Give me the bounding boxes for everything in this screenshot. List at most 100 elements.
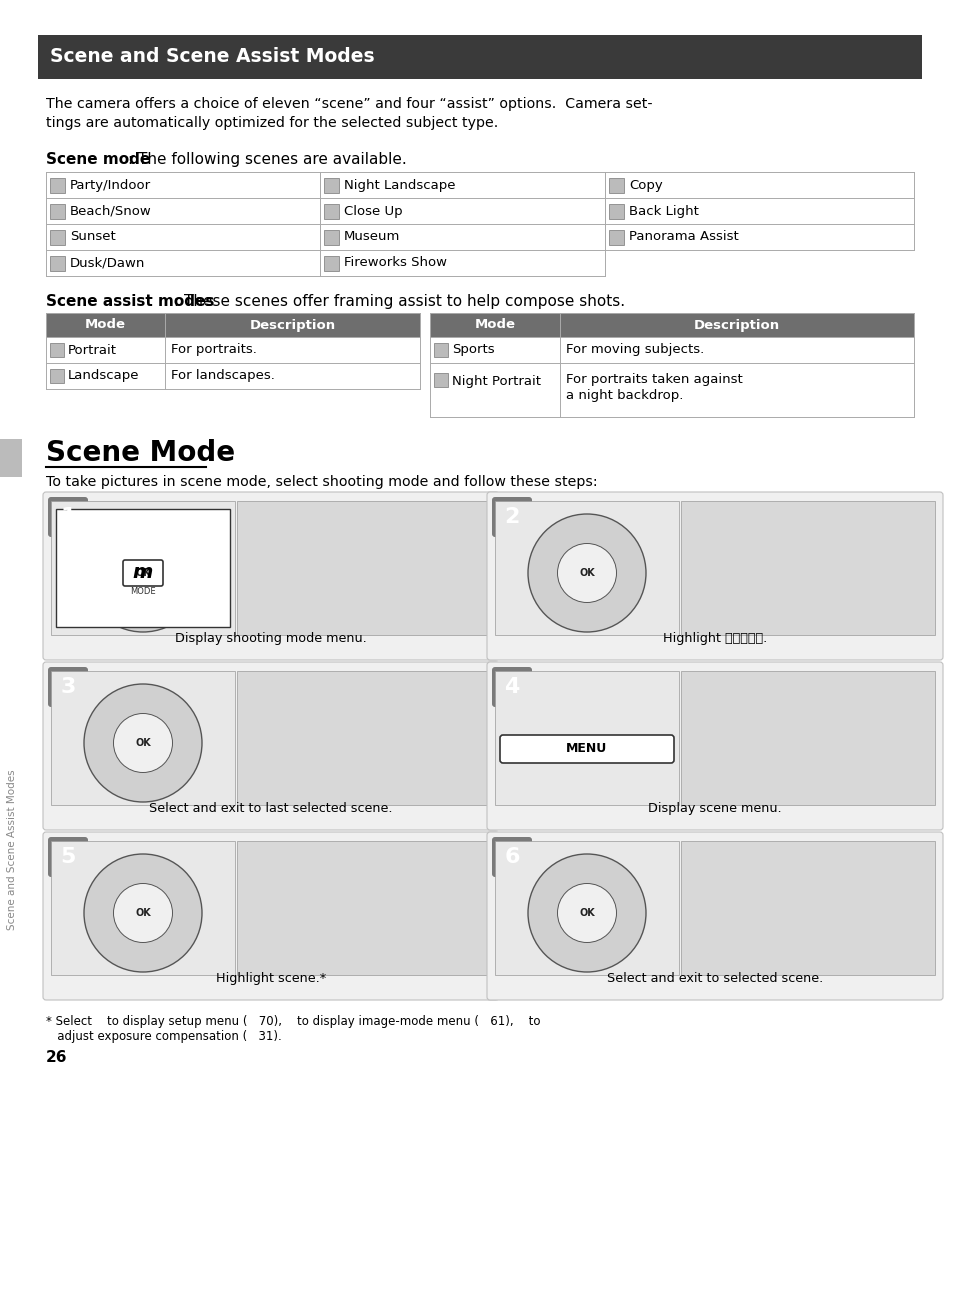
Bar bbox=[51, 671, 234, 805]
Circle shape bbox=[113, 883, 172, 942]
Bar bbox=[608, 230, 623, 244]
FancyBboxPatch shape bbox=[123, 560, 163, 586]
Bar bbox=[680, 671, 934, 805]
Text: Scene Mode: Scene Mode bbox=[46, 439, 234, 466]
Bar bbox=[236, 841, 491, 975]
Text: Highlight ⓢⓔⓒⓓⓔ.: Highlight ⓢⓔⓒⓓⓔ. bbox=[662, 632, 766, 645]
Bar bbox=[608, 204, 623, 218]
FancyBboxPatch shape bbox=[43, 662, 498, 830]
Text: Copy: Copy bbox=[628, 179, 662, 192]
Text: : These scenes offer framing assist to help compose shots.: : These scenes offer framing assist to h… bbox=[173, 294, 624, 309]
Text: Landscape: Landscape bbox=[68, 369, 139, 382]
Text: Back Light: Back Light bbox=[628, 205, 699, 218]
Bar bbox=[434, 343, 448, 357]
Text: Mode: Mode bbox=[474, 318, 515, 331]
Bar bbox=[51, 501, 234, 635]
FancyBboxPatch shape bbox=[499, 735, 673, 763]
Text: Description: Description bbox=[693, 318, 780, 331]
Text: Sunset: Sunset bbox=[70, 230, 115, 243]
Text: OK: OK bbox=[578, 908, 595, 918]
Circle shape bbox=[557, 883, 616, 942]
Text: Museum: Museum bbox=[344, 230, 400, 243]
Text: The camera offers a choice of eleven “scene” and four “assist” options.  Camera : The camera offers a choice of eleven “sc… bbox=[46, 97, 652, 110]
Bar bbox=[56, 509, 230, 627]
Text: Select and exit to last selected scene.: Select and exit to last selected scene. bbox=[149, 802, 393, 815]
Bar bbox=[0, 439, 22, 477]
Bar bbox=[680, 501, 934, 635]
Bar bbox=[50, 369, 64, 382]
Bar bbox=[50, 204, 65, 218]
Text: * Select    to display setup menu (   70),    to display image-mode menu (   61): * Select to display setup menu ( 70), to… bbox=[46, 1014, 540, 1028]
Text: For landscapes.: For landscapes. bbox=[171, 369, 274, 382]
Text: Scene and Scene Assist Modes: Scene and Scene Assist Modes bbox=[50, 47, 375, 67]
Text: Night Portrait: Night Portrait bbox=[452, 374, 540, 388]
Text: 4: 4 bbox=[504, 677, 519, 696]
Bar bbox=[236, 501, 491, 635]
Text: OK: OK bbox=[135, 738, 151, 748]
Text: tings are automatically optimized for the selected subject type.: tings are automatically optimized for th… bbox=[46, 116, 497, 130]
Text: Scene mode: Scene mode bbox=[46, 152, 150, 167]
Text: OK: OK bbox=[578, 568, 595, 578]
FancyBboxPatch shape bbox=[48, 497, 88, 537]
Text: OK: OK bbox=[135, 908, 151, 918]
Circle shape bbox=[113, 714, 172, 773]
FancyBboxPatch shape bbox=[43, 832, 498, 1000]
Text: OK: OK bbox=[135, 568, 151, 578]
Text: 26: 26 bbox=[46, 1050, 68, 1066]
Bar bbox=[236, 671, 491, 805]
Text: Display shooting mode menu.: Display shooting mode menu. bbox=[175, 632, 367, 645]
Text: MODE: MODE bbox=[130, 587, 155, 597]
Circle shape bbox=[84, 685, 202, 802]
Bar bbox=[50, 343, 64, 357]
Text: Description: Description bbox=[249, 318, 335, 331]
FancyBboxPatch shape bbox=[48, 668, 88, 707]
Text: 2: 2 bbox=[504, 507, 519, 527]
Circle shape bbox=[557, 544, 616, 603]
Bar bbox=[324, 177, 338, 192]
Text: a night backdrop.: a night backdrop. bbox=[565, 389, 682, 402]
Bar bbox=[495, 671, 679, 805]
FancyBboxPatch shape bbox=[486, 832, 942, 1000]
FancyBboxPatch shape bbox=[43, 491, 498, 660]
Text: Mode: Mode bbox=[85, 318, 126, 331]
Bar bbox=[495, 841, 679, 975]
Bar bbox=[324, 230, 338, 244]
Text: Scene and Scene Assist Modes: Scene and Scene Assist Modes bbox=[7, 770, 17, 930]
FancyBboxPatch shape bbox=[48, 837, 88, 876]
Bar bbox=[46, 313, 419, 336]
Text: Night Landscape: Night Landscape bbox=[344, 179, 455, 192]
Bar bbox=[324, 204, 338, 218]
Text: Select and exit to selected scene.: Select and exit to selected scene. bbox=[606, 972, 822, 986]
Bar bbox=[50, 255, 65, 271]
Text: Dusk/Dawn: Dusk/Dawn bbox=[70, 256, 145, 269]
FancyBboxPatch shape bbox=[492, 497, 532, 537]
Text: Fireworks Show: Fireworks Show bbox=[344, 256, 447, 269]
Bar bbox=[434, 373, 448, 388]
Text: Close Up: Close Up bbox=[344, 205, 402, 218]
Bar bbox=[495, 501, 679, 635]
Text: MENU: MENU bbox=[566, 742, 607, 756]
Text: Highlight scene.*: Highlight scene.* bbox=[215, 972, 326, 986]
Text: 1: 1 bbox=[60, 507, 75, 527]
FancyBboxPatch shape bbox=[492, 837, 532, 876]
Bar bbox=[608, 177, 623, 192]
Text: Party/Indoor: Party/Indoor bbox=[70, 179, 151, 192]
Bar bbox=[50, 230, 65, 244]
Text: adjust exposure compensation (   31).: adjust exposure compensation ( 31). bbox=[46, 1030, 281, 1043]
Text: Sports: Sports bbox=[452, 343, 494, 356]
FancyBboxPatch shape bbox=[492, 668, 532, 707]
Text: Display scene menu.: Display scene menu. bbox=[647, 802, 781, 815]
Text: For portraits.: For portraits. bbox=[171, 343, 256, 356]
Bar bbox=[324, 255, 338, 271]
Circle shape bbox=[84, 514, 202, 632]
Text: 6: 6 bbox=[504, 848, 519, 867]
Text: : The following scenes are available.: : The following scenes are available. bbox=[128, 152, 406, 167]
Text: To take pictures in scene mode, select shooting mode and follow these steps:: To take pictures in scene mode, select s… bbox=[46, 474, 597, 489]
Text: Panorama Assist: Panorama Assist bbox=[628, 230, 738, 243]
Circle shape bbox=[113, 544, 172, 603]
Text: m: m bbox=[132, 564, 153, 582]
Text: Beach/Snow: Beach/Snow bbox=[70, 205, 152, 218]
Bar bbox=[38, 35, 921, 79]
Circle shape bbox=[84, 854, 202, 972]
Text: For portraits taken against: For portraits taken against bbox=[565, 373, 742, 386]
